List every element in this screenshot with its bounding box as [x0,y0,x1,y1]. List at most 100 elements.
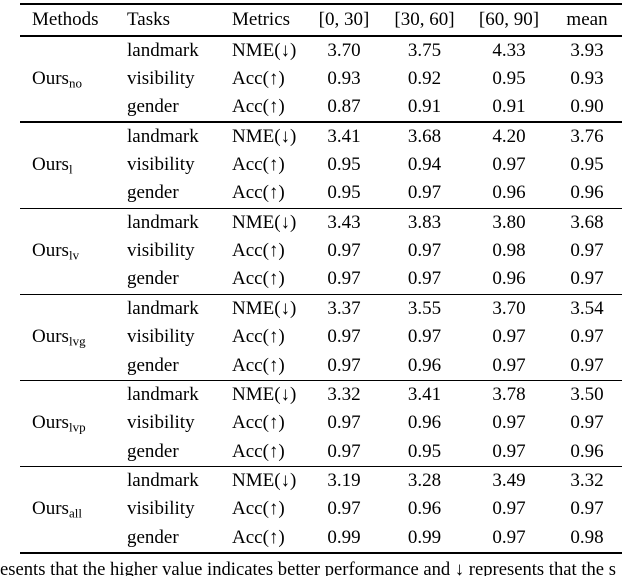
value-cell: 0.97 [407,268,442,290]
method-name: Ours [32,412,69,434]
value-cell: 0.93 [327,68,361,90]
value-cell: 0.97 [407,326,442,348]
value-cell: 0.95 [327,154,361,176]
metric-cell: Acc(↑) [232,182,285,204]
value-cell: 3.78 [492,384,526,406]
group-separator-rule [20,293,622,295]
value-cell: 0.97 [492,354,526,376]
metric-cell: NME(↓) [232,470,297,492]
value-cell: 3.68 [407,125,442,147]
value-cell: 3.54 [570,297,604,319]
value-cell: 0.98 [570,526,604,548]
value-cell: 0.93 [570,68,604,90]
metric-cell: Acc(↑) [232,268,285,290]
value-cell: 0.97 [327,326,361,348]
value-cell: 3.93 [570,39,604,61]
value-cell: 3.32 [570,470,604,492]
value-cell: 0.99 [327,526,361,548]
method-name: Ours [32,240,69,262]
value-cell: 3.32 [327,384,361,406]
metric-cell: Acc(↑) [232,354,285,376]
value-cell: 0.97 [492,412,526,434]
task-cell: landmark [127,39,199,61]
method-subscript: all [68,505,82,521]
table-groups: landmark NME(↓) 3.70 3.75 4.33 3.93 Ours… [20,37,622,552]
column-header-range-0-30: [0, 30] [318,9,370,30]
column-header-methods: Methods [32,9,99,30]
value-cell: 0.97 [327,354,361,376]
value-cell: 0.98 [492,240,526,262]
method-label: Ourslv [20,240,127,262]
table-row: landmark NME(↓) 3.32 3.41 3.78 3.50 [20,381,622,409]
method-label: Oursl [20,154,127,176]
value-cell: 0.97 [327,440,361,462]
task-cell: visibility [127,412,195,434]
group-separator-rule [20,207,622,209]
table-row: Oursno visibility Acc(↑) 0.93 0.92 0.95 … [20,65,622,93]
task-cell: gender [127,96,179,118]
task-cell: landmark [127,125,199,147]
value-cell: 3.80 [492,211,526,233]
task-cell: visibility [127,240,195,262]
metric-cell: Acc(↑) [232,240,285,262]
task-cell: landmark [127,384,199,406]
task-cell: landmark [127,470,199,492]
value-cell: 0.91 [492,96,526,118]
value-cell: 3.28 [407,470,442,492]
group-separator-rule [20,121,622,123]
table-row: landmark NME(↓) 3.43 3.83 3.80 3.68 [20,209,622,237]
value-cell: 0.97 [492,326,526,348]
method-label: Oursall [20,498,127,520]
task-cell: visibility [127,154,195,176]
value-cell: 0.97 [327,412,361,434]
method-name: Ours [32,154,69,176]
task-cell: gender [127,526,179,548]
method-subscript: l [68,161,73,177]
value-cell: 3.41 [327,125,361,147]
method-group: landmark NME(↓) 3.19 3.28 3.49 3.32 Ours… [20,467,622,552]
value-cell: 0.96 [407,354,442,376]
value-cell: 0.97 [492,154,526,176]
table-row: gender Acc(↑) 0.97 0.95 0.97 0.96 [20,438,622,466]
metric-cell: Acc(↑) [232,498,285,520]
table-row: Ourslv visibility Acc(↑) 0.97 0.97 0.98 … [20,237,622,265]
value-cell: 0.96 [492,182,526,204]
results-table: Methods Tasks Metrics [0, 30] [30, 60] [… [20,3,622,555]
task-cell: gender [127,354,179,376]
metric-cell: Acc(↑) [232,440,285,462]
column-header-metrics: Metrics [232,9,291,30]
value-cell: 3.41 [407,384,442,406]
table-caption: esents that the higher value indicates b… [0,559,616,576]
task-cell: visibility [127,326,195,348]
value-cell: 0.90 [570,96,604,118]
table-row: gender Acc(↑) 0.95 0.97 0.96 0.96 [20,179,622,207]
task-cell: landmark [127,211,199,233]
method-group: landmark NME(↓) 3.43 3.83 3.80 3.68 Ours… [20,209,622,294]
value-cell: 0.97 [492,526,526,548]
metric-cell: NME(↓) [232,297,297,319]
value-cell: 0.97 [570,268,604,290]
task-cell: visibility [127,68,195,90]
value-cell: 0.97 [407,182,442,204]
method-subscript: lvg [68,333,86,349]
value-cell: 0.95 [492,68,526,90]
method-name: Ours [32,326,69,348]
table-row: gender Acc(↑) 0.99 0.99 0.97 0.98 [20,524,622,552]
value-cell: 0.97 [327,268,361,290]
value-cell: 0.92 [407,68,442,90]
method-label: Ourslvg [20,326,127,348]
value-cell: 3.37 [327,297,361,319]
value-cell: 0.96 [570,182,604,204]
method-group: landmark NME(↓) 3.70 3.75 4.33 3.93 Ours… [20,37,622,122]
value-cell: 0.87 [327,96,361,118]
value-cell: 0.97 [570,498,604,520]
value-cell: 0.96 [570,440,604,462]
header-rule [20,35,622,37]
value-cell: 0.96 [407,498,442,520]
metric-cell: NME(↓) [232,384,297,406]
value-cell: 3.49 [492,470,526,492]
method-subscript: no [68,75,82,91]
method-group: landmark NME(↓) 3.37 3.55 3.70 3.54 Ours… [20,295,622,380]
task-cell: gender [127,440,179,462]
value-cell: 0.97 [570,354,604,376]
